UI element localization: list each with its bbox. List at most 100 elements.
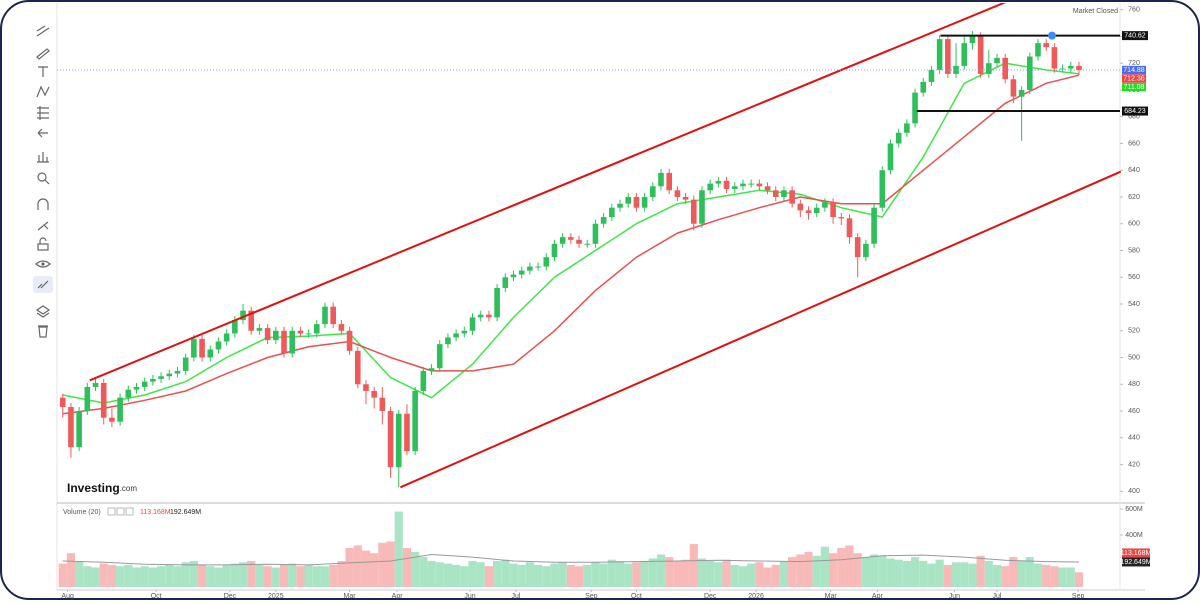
volume-bar (632, 562, 641, 587)
candle-body (1010, 79, 1017, 97)
candle-body (477, 314, 484, 318)
volume-bar (681, 559, 690, 587)
candle-body (240, 310, 246, 321)
volume-bar (337, 560, 346, 587)
tool-lines[interactable] (36, 25, 50, 37)
x-tick-label: Mar (825, 593, 838, 600)
volume-bar (640, 560, 649, 587)
volume-bar (591, 562, 600, 587)
volume-bar (853, 553, 862, 587)
volume-bar (624, 563, 633, 587)
alert-marker (1048, 31, 1056, 40)
candle-body (969, 36, 976, 44)
volume-bar (75, 560, 84, 587)
volume-hide[interactable] (116, 507, 125, 516)
volume-bar (1042, 564, 1051, 587)
volume-bar (1001, 566, 1010, 587)
y-tick-label: 540 (1128, 301, 1140, 308)
candle-body (568, 237, 574, 240)
x-tick-label: 2025 (268, 593, 284, 600)
candle-body (789, 190, 795, 204)
candle-body (879, 170, 886, 208)
volume-bar (730, 564, 739, 587)
candle-body (871, 207, 877, 244)
y-tick-label: 720 (1128, 60, 1140, 67)
volume-close[interactable] (125, 507, 134, 516)
tool-lock-draw[interactable] (37, 221, 49, 231)
x-tick-label: Jun (949, 593, 960, 600)
toolbar (33, 25, 53, 338)
tool-back[interactable] (37, 128, 48, 138)
candle-body (863, 243, 869, 258)
volume-bar (1025, 557, 1034, 587)
candle-body (1067, 65, 1074, 69)
candle-body (961, 43, 968, 66)
level-label-bg (1122, 31, 1148, 41)
volume-bar (230, 563, 239, 587)
tool-link[interactable] (37, 280, 49, 289)
candle-body (813, 207, 820, 214)
volume-bar (58, 563, 67, 587)
tool-zoom[interactable] (37, 172, 50, 185)
volume-bar (165, 564, 174, 587)
volume-bar (1009, 557, 1018, 587)
x-tick-label: Sep (585, 593, 598, 600)
candle-body (715, 180, 722, 184)
candle-body (453, 333, 459, 338)
candle-body (805, 210, 812, 214)
volume-bar (763, 567, 772, 587)
volume-bar (615, 560, 625, 587)
volume-bar (894, 559, 903, 587)
volume-bar (829, 553, 838, 587)
volume-bar (796, 554, 805, 587)
tool-measure[interactable] (37, 152, 49, 163)
volume-title: Volume (20) (63, 509, 101, 516)
y-tick-label: 560 (1128, 274, 1140, 281)
tool-layers[interactable] (35, 305, 51, 318)
y-tick-label: 500 (1128, 354, 1140, 361)
volume-bar (804, 551, 813, 587)
candle-body (59, 397, 66, 408)
y-tick-label: 620 (1128, 194, 1140, 201)
volume-bar (984, 560, 993, 587)
candle-body (895, 132, 902, 144)
candle-body (674, 190, 681, 197)
candle-body (1026, 56, 1033, 90)
candle-body (199, 338, 205, 358)
trend-line (89, 3, 1007, 382)
x-tick-label: Apr (872, 593, 884, 600)
volume-bar (1033, 563, 1043, 587)
candle-body (150, 378, 156, 382)
volume-bar (181, 562, 190, 587)
candle-body (125, 389, 132, 398)
candle-body (371, 390, 377, 398)
candle-body (289, 330, 296, 354)
candle-body (469, 317, 476, 331)
volume-tick-label: 400M (1125, 532, 1143, 539)
volume-bar (329, 564, 338, 587)
volume-bar (83, 566, 92, 587)
volume-bar (238, 562, 248, 587)
tool-fib[interactable] (37, 106, 49, 120)
candle-body (445, 337, 451, 345)
candle-body (191, 338, 197, 358)
tool-trash[interactable] (38, 325, 48, 338)
tool-brush[interactable] (36, 48, 50, 60)
candle-body (281, 330, 287, 354)
tool-text[interactable] (38, 66, 48, 77)
volume-bar (697, 558, 707, 587)
volume-bar (148, 567, 157, 587)
tool-magnet[interactable] (37, 198, 49, 210)
tool-eye[interactable] (35, 260, 51, 268)
volume-settings[interactable] (107, 507, 116, 516)
candle-body (76, 411, 82, 448)
volume-bar (1050, 566, 1059, 587)
volume-bar (910, 557, 920, 587)
candle-body (994, 57, 1000, 64)
tool-lock[interactable] (37, 237, 49, 251)
tool-pattern[interactable] (36, 85, 50, 98)
volume-bar (902, 560, 911, 587)
candle-body (559, 237, 566, 244)
